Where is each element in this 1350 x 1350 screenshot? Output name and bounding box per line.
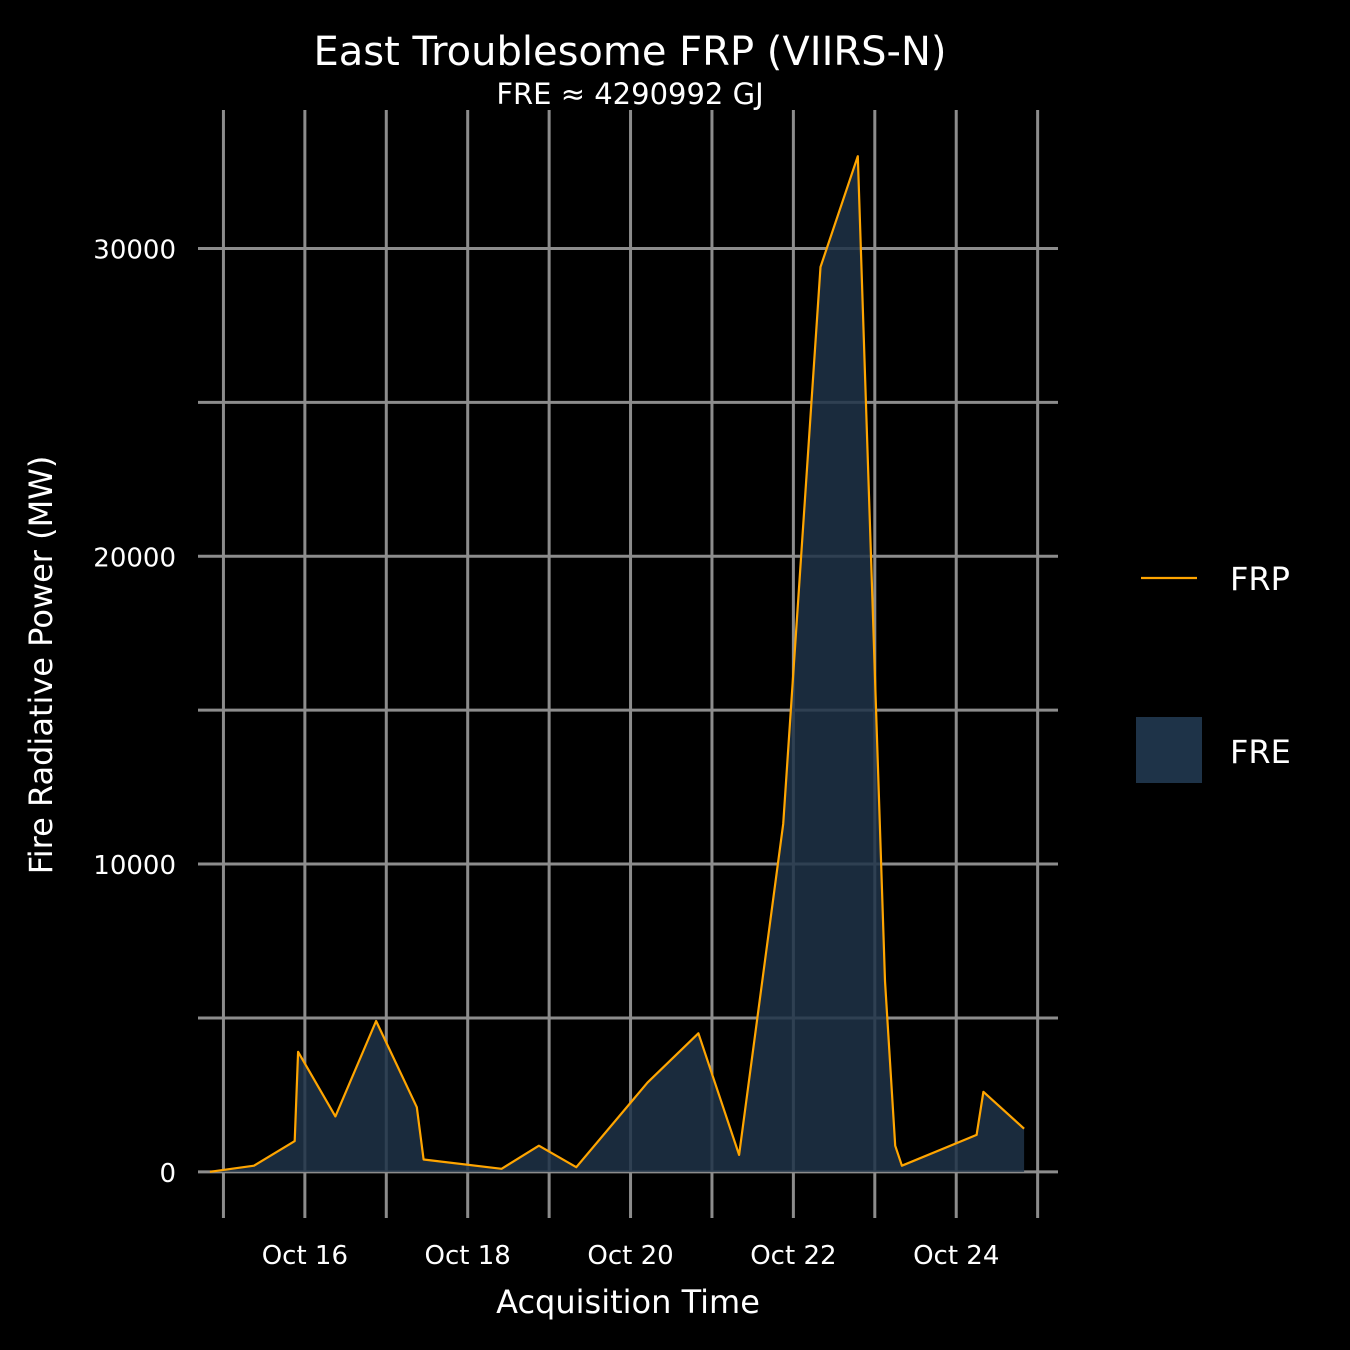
x-tick-label: Oct 24 <box>913 1241 999 1271</box>
chart-title: East Troublesome FRP (VIIRS-N) <box>313 29 946 75</box>
y-axis-ticks: 0 10000 20000 30000 <box>93 236 176 1189</box>
x-tick-label: Oct 16 <box>262 1241 348 1271</box>
x-axis-ticks: Oct 16 Oct 18 Oct 20 Oct 22 Oct 24 <box>262 1241 1000 1271</box>
x-axis-title: Acquisition Time <box>496 1283 760 1321</box>
legend-fre-label: FRE <box>1230 733 1291 771</box>
legend-fre-key <box>1136 717 1202 783</box>
y-axis-title: Fire Radiative Power (MW) <box>22 456 60 875</box>
frp-line <box>209 155 1025 1173</box>
x-tick-label: Oct 18 <box>425 1241 511 1271</box>
grid-lines <box>198 110 1058 1218</box>
y-tick-label: 0 <box>159 1159 176 1189</box>
y-tick-label: 30000 <box>93 236 176 266</box>
legend: FRP FRE <box>1136 560 1291 783</box>
chart-subtitle: FRE ≈ 4290992 GJ <box>496 77 763 111</box>
y-tick-label: 20000 <box>93 543 176 573</box>
x-tick-label: Oct 20 <box>587 1241 673 1271</box>
y-tick-label: 10000 <box>93 851 176 881</box>
x-tick-label: Oct 22 <box>750 1241 836 1271</box>
fre-area <box>209 156 1025 1172</box>
legend-frp-label: FRP <box>1230 560 1290 598</box>
